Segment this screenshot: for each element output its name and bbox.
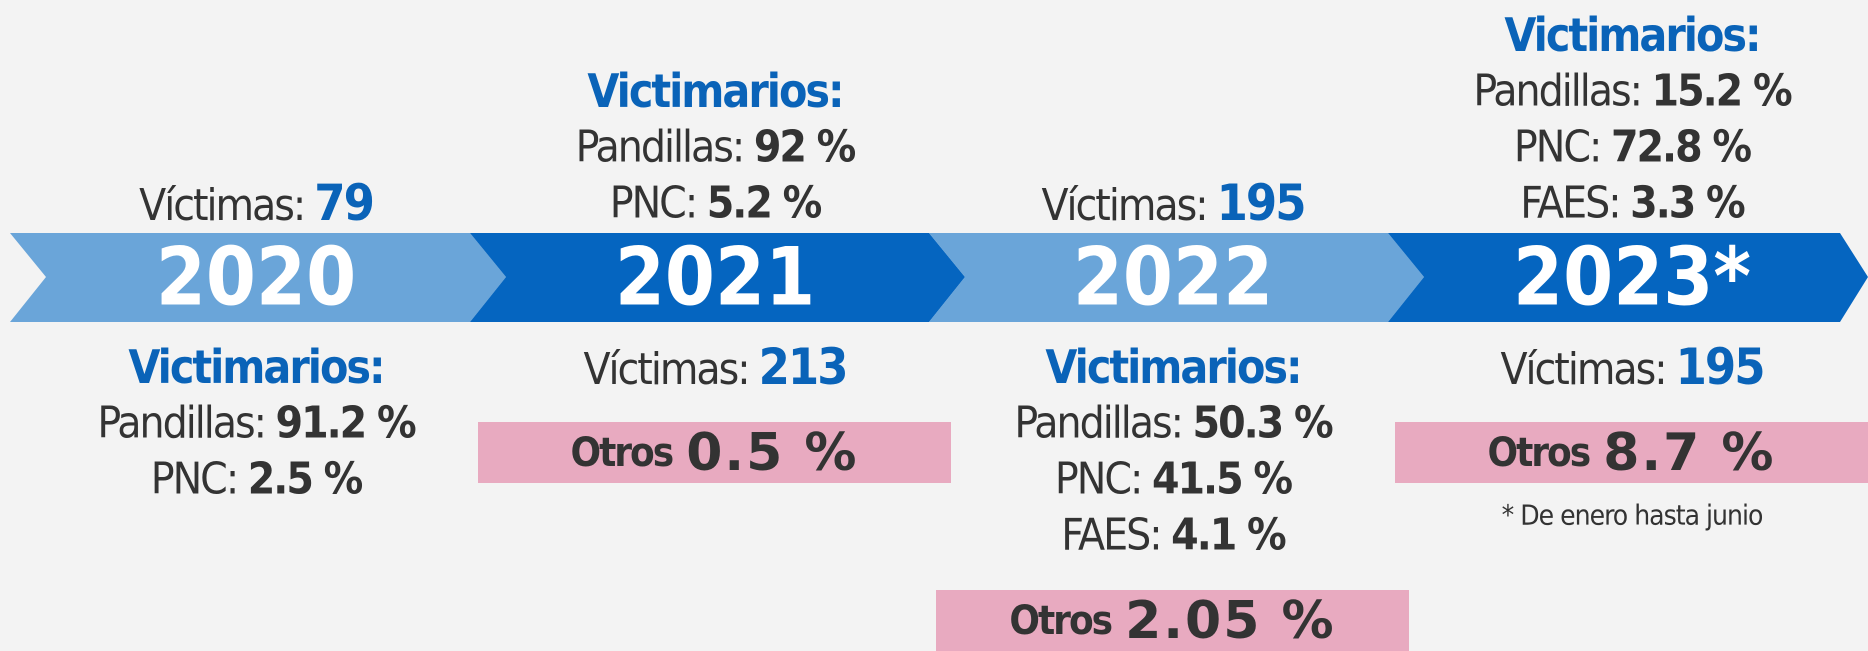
perpetrator-label: Pandillas: [575, 121, 754, 173]
perpetrator-line: Pandillas: 15.2 % [1473, 65, 1793, 117]
victims-line: Víctimas: 195 [1500, 338, 1766, 396]
perpetrators-title: Victimarios: [1045, 340, 1302, 394]
year-label: 2023* [1513, 230, 1751, 324]
victims-label: Víctimas: [139, 180, 306, 231]
perpetrators-title: Victimarios: [587, 64, 844, 118]
victims-label: Víctimas: [1041, 180, 1208, 231]
footnote: * De enero hasta junio [1501, 498, 1764, 532]
victims-value: 195 [1675, 338, 1766, 396]
perpetrator-line: Pandillas: 92 % [575, 121, 857, 173]
perpetrators-title: Victimarios: [1504, 8, 1761, 62]
perpetrator-label: FAES: [1520, 177, 1631, 229]
perpetrator-label: PNC: [150, 453, 248, 505]
perpetrator-value: 3.3 % [1630, 177, 1746, 229]
perpetrator-line: FAES: 3.3 % [1520, 177, 1746, 229]
perpetrator-value: 92 % [753, 121, 857, 173]
perpetrator-label: FAES: [1061, 509, 1172, 561]
perpetrator-line: Pandillas: 50.3 % [1014, 397, 1334, 449]
perpetrator-value: 41.5 % [1151, 453, 1293, 505]
perpetrators-title: Victimarios: [128, 340, 385, 394]
others-label: Otros [570, 429, 674, 476]
victims-value: 79 [314, 174, 375, 232]
others-value: 8.7 % [1603, 422, 1776, 483]
arrow-segment [470, 233, 965, 322]
year-label: 2022 [1072, 230, 1274, 324]
others-label: Otros [1487, 429, 1591, 476]
others-value: 2.05 % [1125, 590, 1336, 651]
perpetrator-value: 2.5 % [247, 453, 364, 505]
perpetrator-label: Pandillas: [97, 397, 276, 449]
victims-line: Víctimas: 79 [139, 174, 375, 232]
victims-label: Víctimas: [1500, 344, 1667, 395]
others-label: Otros [1009, 597, 1113, 644]
victims-label: Víctimas: [583, 344, 750, 395]
arrow-segment [929, 233, 1424, 322]
perpetrator-line: FAES: 4.1 % [1061, 509, 1287, 561]
perpetrator-value: 72.8 % [1610, 121, 1752, 173]
arrow-segment [10, 233, 506, 322]
perpetrator-value: 4.1 % [1171, 509, 1287, 561]
year-label: 2021 [614, 230, 816, 324]
perpetrator-line: PNC: 2.5 % [150, 453, 364, 505]
victims-line: Víctimas: 195 [1041, 174, 1307, 232]
perpetrator-value: 5.2 % [706, 177, 823, 229]
year-label: 2020 [155, 230, 357, 324]
perpetrator-line: Pandillas: 91.2 % [97, 397, 417, 449]
perpetrator-label: Pandillas: [1014, 397, 1193, 449]
perpetrator-label: PNC: [609, 177, 707, 229]
perpetrator-value: 15.2 % [1651, 65, 1793, 117]
others-box: Otros 8.7 % [1395, 422, 1868, 483]
perpetrator-line: PNC: 72.8 % [1513, 121, 1752, 173]
victims-line: Víctimas: 213 [583, 338, 849, 396]
perpetrator-label: PNC: [1054, 453, 1152, 505]
perpetrator-line: PNC: 5.2 % [609, 177, 823, 229]
perpetrator-value: 50.3 % [1192, 397, 1334, 449]
arrow-segment [1388, 233, 1868, 322]
others-box: Otros 0.5 % [478, 422, 951, 483]
perpetrator-line: PNC: 41.5 % [1054, 453, 1293, 505]
perpetrator-label: Pandillas: [1473, 65, 1652, 117]
perpetrator-label: PNC: [1513, 121, 1611, 173]
others-value: 0.5 % [686, 422, 859, 483]
victims-value: 213 [758, 338, 849, 396]
others-box: Otros 2.05 % [936, 590, 1409, 651]
perpetrator-value: 91.2 % [275, 397, 417, 449]
victims-value: 195 [1216, 174, 1307, 232]
